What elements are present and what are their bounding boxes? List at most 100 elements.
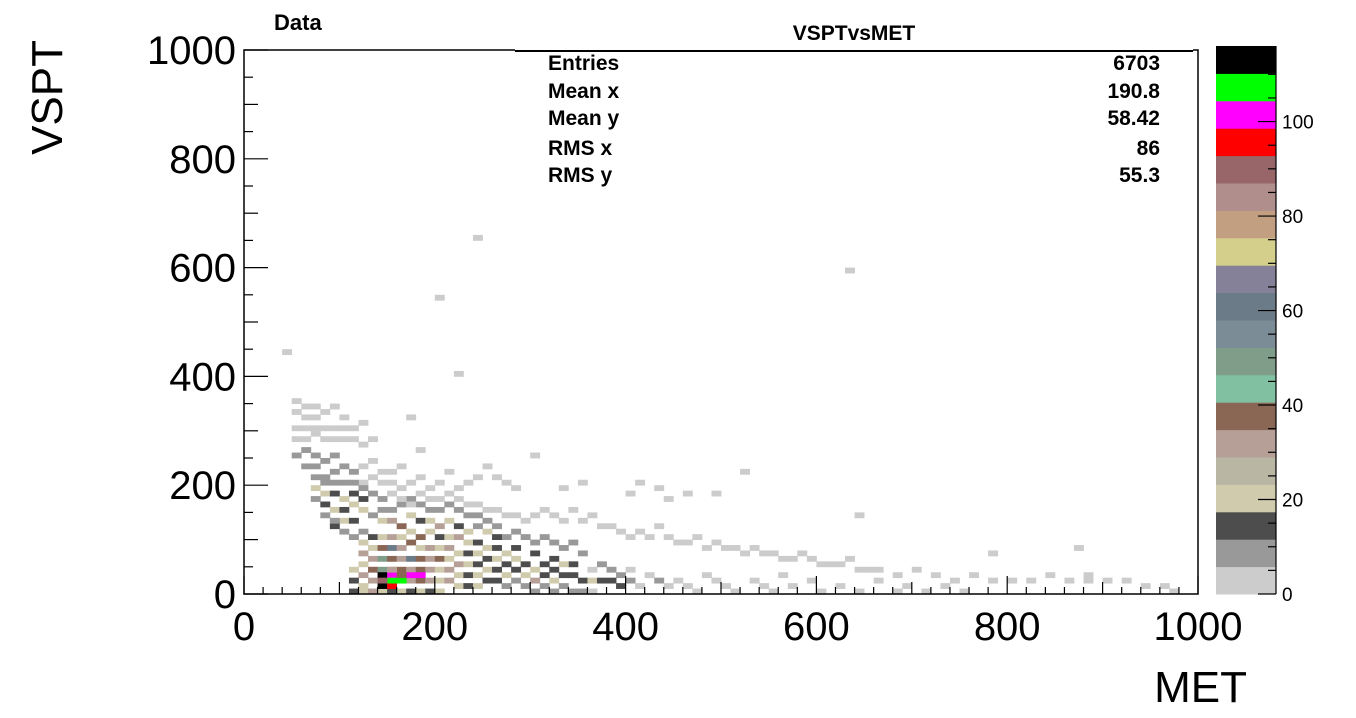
heatmap-cell bbox=[558, 517, 569, 524]
heatmap-cell bbox=[368, 588, 378, 595]
heatmap-cell bbox=[377, 545, 388, 551]
heatmap-cell bbox=[625, 534, 636, 540]
heatmap-cell bbox=[453, 572, 464, 579]
heatmap-cell bbox=[444, 468, 455, 475]
stats-key: Mean x bbox=[548, 80, 620, 103]
stats-title-divider bbox=[515, 50, 1193, 52]
heatmap-cell bbox=[530, 566, 541, 573]
heatmap-cell bbox=[291, 452, 302, 459]
y-tick-label: 400 bbox=[169, 355, 236, 399]
heatmap-cell bbox=[577, 550, 588, 557]
heatmap-cell bbox=[377, 517, 388, 524]
heatmap-cell bbox=[368, 555, 378, 562]
heatmap-cell bbox=[463, 528, 474, 535]
heatmap-cell bbox=[415, 588, 426, 595]
heatmap-cell bbox=[310, 452, 321, 459]
heatmap-cell bbox=[835, 583, 846, 589]
heatmap-cell bbox=[368, 545, 378, 551]
heatmap-cell bbox=[434, 545, 445, 551]
heatmap-cell bbox=[453, 583, 464, 589]
heatmap-cell bbox=[463, 501, 474, 508]
heatmap-cell bbox=[501, 561, 512, 568]
heatmap-cell bbox=[816, 588, 827, 595]
stats-row-mean-y: Mean y 58.42 bbox=[548, 107, 1160, 135]
heatmap-cell bbox=[501, 583, 512, 589]
heatmap-cell bbox=[711, 490, 722, 497]
heatmap-cell bbox=[348, 468, 359, 475]
heatmap-cell bbox=[348, 534, 359, 540]
colorbar-segment bbox=[1216, 539, 1276, 568]
heatmap-cell bbox=[492, 545, 502, 551]
heatmap-cell bbox=[387, 555, 398, 562]
heatmap-cell bbox=[291, 436, 302, 443]
heatmap-cell bbox=[596, 577, 607, 584]
heatmap-cell bbox=[616, 583, 626, 589]
heatmap-cell bbox=[635, 528, 646, 535]
heatmap-cell bbox=[396, 501, 407, 508]
heatmap-cell bbox=[396, 566, 407, 573]
heatmap-cell bbox=[854, 566, 865, 573]
heatmap-cell bbox=[549, 539, 560, 546]
colorbar-segment bbox=[1216, 100, 1276, 129]
heatmap-cell bbox=[577, 577, 588, 584]
y-tick-label: 600 bbox=[169, 247, 236, 291]
heatmap-cell bbox=[949, 577, 960, 584]
heatmap-cell bbox=[959, 588, 970, 595]
heatmap-cell bbox=[377, 566, 388, 573]
heatmap-cell bbox=[396, 485, 407, 492]
heatmap-cell bbox=[301, 436, 312, 443]
heatmap-cell bbox=[377, 555, 388, 562]
y-tick-label: 0 bbox=[214, 573, 236, 617]
heatmap-cell bbox=[806, 555, 817, 562]
heatmap-cell bbox=[568, 506, 579, 513]
heatmap-cell bbox=[482, 517, 493, 524]
heatmap-cell bbox=[444, 577, 455, 584]
x-tick-label: 200 bbox=[401, 605, 468, 649]
heatmap-cell bbox=[921, 588, 932, 595]
heatmap-cell bbox=[358, 485, 369, 492]
heatmap-cell bbox=[358, 550, 369, 557]
heatmap-cell bbox=[539, 534, 550, 540]
heatmap-cell bbox=[425, 485, 436, 492]
heatmap-cell bbox=[406, 588, 417, 595]
heatmap-cell bbox=[301, 425, 312, 432]
heatmap-cell bbox=[673, 577, 684, 584]
heatmap-cell bbox=[358, 572, 369, 579]
heatmap-cell bbox=[568, 588, 579, 595]
heatmap-cell bbox=[453, 523, 464, 530]
heatmap-cell bbox=[406, 528, 417, 535]
heatmap-cell bbox=[1121, 577, 1132, 584]
heatmap-cell bbox=[387, 517, 398, 524]
stats-key: Entries bbox=[548, 52, 620, 75]
heatmap-cell bbox=[387, 479, 398, 486]
heatmap-cell bbox=[749, 577, 760, 584]
heatmap-cell bbox=[644, 534, 655, 540]
heatmap-cell bbox=[577, 479, 588, 486]
heatmap-cell bbox=[415, 545, 426, 551]
stats-key: Mean y bbox=[548, 107, 620, 130]
heatmap-cell bbox=[368, 534, 378, 540]
colorbar-segment bbox=[1216, 210, 1276, 239]
heatmap-cell bbox=[387, 572, 398, 579]
heatmap-cell bbox=[368, 458, 378, 464]
heatmap-cell bbox=[596, 523, 607, 530]
heatmap-cell bbox=[320, 490, 331, 497]
colorbar-segment bbox=[1216, 347, 1276, 376]
heatmap-cell bbox=[492, 577, 502, 584]
colorbar-segment bbox=[1216, 402, 1276, 431]
heatmap-cell bbox=[616, 528, 626, 535]
heatmap-cell bbox=[320, 458, 331, 464]
heatmap-cell bbox=[339, 425, 350, 432]
heatmap-cell bbox=[558, 545, 569, 551]
heatmap-cell bbox=[701, 572, 712, 579]
heatmap-cell bbox=[434, 294, 445, 301]
colorbar-segment bbox=[1216, 183, 1276, 211]
heatmap-cell bbox=[434, 577, 445, 584]
colorbar-segment bbox=[1216, 237, 1276, 266]
heatmap-cell bbox=[511, 485, 522, 492]
heatmap-cell bbox=[415, 572, 426, 579]
heatmap-cell bbox=[425, 528, 436, 535]
heatmap-cell bbox=[911, 566, 922, 573]
heatmap-cell bbox=[396, 496, 407, 502]
